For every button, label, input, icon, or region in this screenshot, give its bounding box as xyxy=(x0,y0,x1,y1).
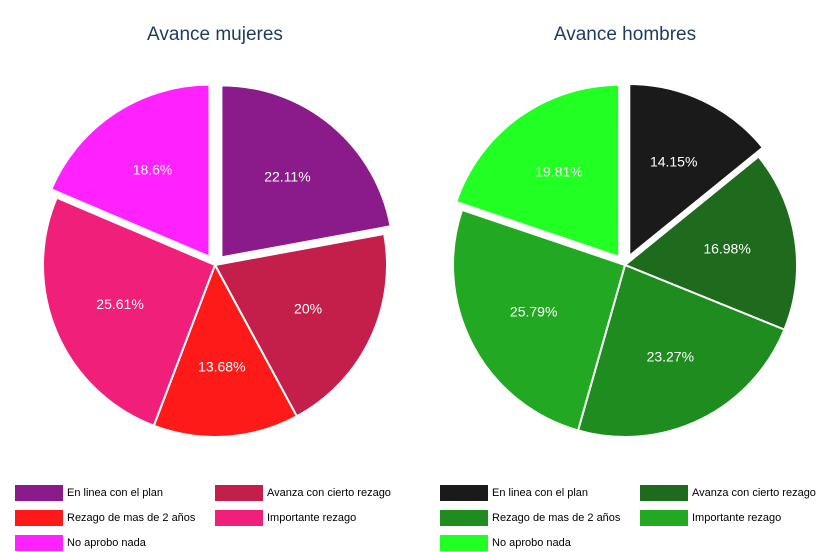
legend-label: Importante rezago xyxy=(692,512,781,524)
value-label: 16.98% xyxy=(703,240,750,256)
legend-swatch xyxy=(215,485,263,501)
legend-swatch xyxy=(215,510,263,526)
value-label: 22.11% xyxy=(264,169,310,185)
legend-label: Avanza con cierto rezago xyxy=(692,487,816,499)
legend-label: No aprobo nada xyxy=(67,537,147,549)
value-label: 20% xyxy=(294,300,322,316)
legend-label: Importante rezago xyxy=(267,512,356,524)
legend-label: En linea con el plan xyxy=(492,487,588,499)
legend-swatch xyxy=(440,535,488,551)
pie-slice xyxy=(42,196,217,428)
pie-slice xyxy=(623,155,798,331)
chart-title: Avance mujeres xyxy=(147,24,283,45)
pie-slice xyxy=(628,82,765,259)
legend-swatch xyxy=(640,485,688,501)
pie-slice xyxy=(454,83,621,259)
legend-swatch xyxy=(440,485,488,501)
legend-label: Rezago de mas de 2 años xyxy=(67,512,196,524)
value-label: 13.68% xyxy=(198,359,245,375)
pie-slice xyxy=(576,263,786,438)
value-label: 18.6% xyxy=(133,161,173,177)
legend-swatch xyxy=(640,510,688,526)
chart-title: Avance hombres xyxy=(554,24,696,45)
legend-label: Rezago de mas de 2 años xyxy=(492,512,621,524)
value-label: 19.81% xyxy=(535,164,582,180)
pie-slice xyxy=(49,83,211,259)
legend-label: En linea con el plan xyxy=(67,487,163,499)
pie-slice xyxy=(452,208,627,432)
value-label: 25.61% xyxy=(96,296,143,312)
value-label: 23.27% xyxy=(647,348,694,364)
value-label: 25.79% xyxy=(510,304,557,320)
legend-swatch xyxy=(440,510,488,526)
legend-label: Avanza con cierto rezago xyxy=(267,487,391,499)
pie-slice xyxy=(152,262,299,438)
pie-slice xyxy=(213,232,388,418)
legend-swatch xyxy=(15,485,63,501)
legend-swatch xyxy=(15,510,63,526)
legend-label: No aprobo nada xyxy=(492,537,572,549)
value-label: 14.15% xyxy=(650,154,697,170)
legend-swatch xyxy=(15,535,63,551)
pie-slice xyxy=(220,84,392,259)
